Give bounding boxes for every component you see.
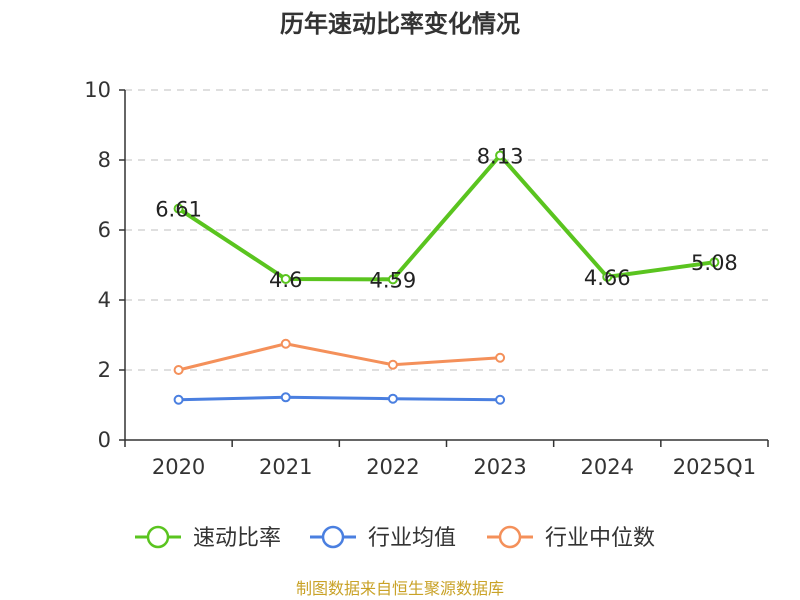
legend-item-2[interactable]: 行业中位数 bbox=[487, 525, 655, 551]
source-note: 制图数据来自恒生聚源数据库 bbox=[296, 579, 504, 598]
legend-marker bbox=[146, 525, 170, 549]
data-point[interactable] bbox=[173, 365, 184, 375]
data-point[interactable] bbox=[280, 338, 291, 349]
x-tick-label: 2024 bbox=[581, 455, 634, 479]
data-point[interactable] bbox=[495, 150, 506, 161]
series-line-0 bbox=[177, 153, 715, 282]
y-tick-label: 0 bbox=[98, 428, 111, 452]
data-label: 4.59 bbox=[370, 268, 417, 292]
data-point[interactable] bbox=[602, 271, 613, 282]
x-tick-label: 2021 bbox=[259, 455, 312, 479]
y-tick-label: 6 bbox=[98, 218, 111, 242]
data-point[interactable] bbox=[495, 352, 506, 363]
axes: 0 2 4 6 8 10 2020 2021 2022 2023 2024 2025Q1 bbox=[84, 78, 769, 479]
y-tick-label: 10 bbox=[84, 78, 111, 102]
data-point[interactable] bbox=[173, 394, 184, 405]
y-tick-label: 2 bbox=[98, 358, 111, 382]
data-label: 4.6 bbox=[269, 268, 302, 292]
data-point[interactable] bbox=[387, 274, 398, 285]
data-point[interactable] bbox=[280, 274, 291, 284]
legend-marker bbox=[498, 525, 522, 549]
x-tick-label: 2023 bbox=[473, 455, 526, 479]
data-label: 4.66 bbox=[584, 266, 631, 290]
data-label: 5.08 bbox=[691, 251, 738, 275]
x-tick-label: 2025Q1 bbox=[673, 455, 756, 479]
data-label: 6.61 bbox=[155, 198, 202, 222]
data-point[interactable] bbox=[387, 393, 398, 404]
legend-label: 行业均值 bbox=[368, 526, 456, 551]
legend[interactable]: 速动比率 行业均值 行业中位数 bbox=[135, 525, 655, 551]
y-tick-label: 8 bbox=[98, 148, 111, 172]
series-line-2 bbox=[178, 342, 501, 372]
legend-item-1[interactable]: 行业均值 bbox=[310, 525, 456, 551]
data-label: 8.13 bbox=[477, 144, 524, 168]
grid-lines bbox=[125, 89, 768, 371]
data-point[interactable] bbox=[709, 257, 720, 268]
x-tick-label: 2020 bbox=[152, 455, 205, 479]
data-point[interactable] bbox=[495, 394, 506, 405]
series-line-1 bbox=[178, 395, 501, 402]
chart-title: 历年速动比率变化情况 bbox=[280, 10, 520, 38]
legend-marker bbox=[321, 525, 345, 549]
legend-label: 行业中位数 bbox=[545, 526, 655, 551]
legend-label: 速动比率 bbox=[193, 526, 281, 551]
series-lines bbox=[173, 150, 720, 405]
data-labels: 6.61 4.6 4.59 8.13 4.66 5.08 bbox=[155, 144, 738, 292]
legend-item-0[interactable]: 速动比率 bbox=[135, 525, 281, 551]
data-point[interactable] bbox=[173, 203, 184, 214]
x-tick-label: 2022 bbox=[366, 455, 419, 479]
data-point[interactable] bbox=[387, 359, 398, 370]
y-tick-label: 4 bbox=[98, 288, 111, 312]
data-point[interactable] bbox=[280, 392, 291, 403]
